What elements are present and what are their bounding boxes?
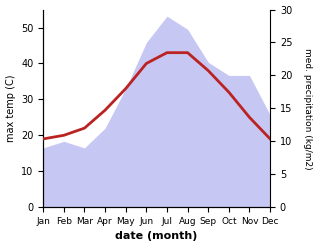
X-axis label: date (month): date (month) <box>115 231 198 242</box>
Y-axis label: max temp (C): max temp (C) <box>5 75 16 142</box>
Y-axis label: med. precipitation (kg/m2): med. precipitation (kg/m2) <box>303 48 313 169</box>
